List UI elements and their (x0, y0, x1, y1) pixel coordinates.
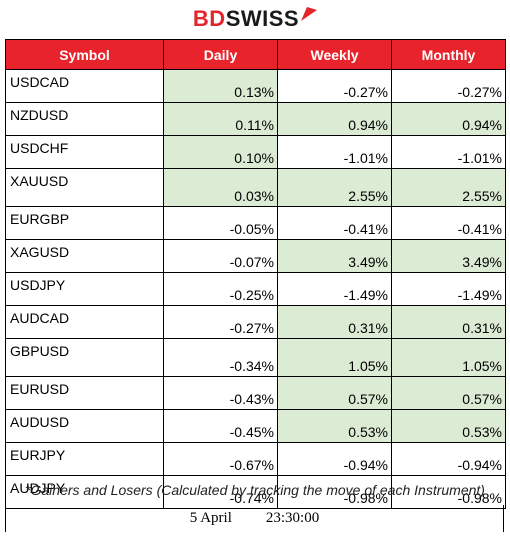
cell-daily: 0.11% (163, 102, 278, 136)
brand-name-part1: BD (192, 6, 226, 31)
cell-symbol: AUDUSD (5, 409, 164, 443)
performance-table: Symbol Daily Weekly Monthly USDCAD 0.13% -… (5, 39, 506, 509)
table-row: EURUSD -0.43% 0.57% 0.57% (5, 376, 506, 410)
cell-weekly: -1.01% (277, 135, 392, 169)
timestamp-date: 5 April (189, 510, 232, 526)
header-symbol: Symbol (5, 39, 164, 70)
cell-monthly: 2.55% (391, 168, 506, 207)
table-row: NZDUSD 0.11% 0.94% 0.94% (5, 102, 506, 136)
cell-symbol: EURGBP (5, 206, 164, 240)
cell-weekly: 0.31% (277, 305, 392, 339)
cell-symbol: AUDCAD (5, 305, 164, 339)
cell-weekly: 0.53% (277, 409, 392, 443)
timestamp-time: 23:30:00 (265, 510, 320, 526)
cell-monthly: -1.01% (391, 135, 506, 169)
table-row: USDCHF 0.10% -1.01% -1.01% (5, 135, 506, 169)
cell-daily: -0.27% (163, 305, 278, 339)
cell-weekly: 0.57% (277, 376, 392, 410)
cell-symbol: USDJPY (5, 272, 164, 306)
brand-flag-icon (301, 7, 318, 21)
timestamp-box: 5 April 23:30:00 (5, 505, 504, 532)
table-row: XAGUSD -0.07% 3.49% 3.49% (5, 239, 506, 273)
cell-symbol: USDCHF (5, 135, 164, 169)
cell-monthly: 1.05% (391, 338, 506, 377)
cell-daily: -0.74% (163, 475, 278, 509)
cell-monthly: 0.94% (391, 102, 506, 136)
cell-monthly: 0.31% (391, 305, 506, 339)
cell-monthly: -1.49% (391, 272, 506, 306)
cell-symbol: EURUSD (5, 376, 164, 410)
table-row: AUDUSD -0.45% 0.53% 0.53% (5, 409, 506, 443)
cell-symbol: AUDJPY (5, 475, 164, 509)
table-row: EURJPY -0.67% -0.94% -0.94% (5, 442, 506, 476)
cell-monthly: -0.94% (391, 442, 506, 476)
header-weekly: Weekly (277, 39, 392, 70)
cell-daily: -0.67% (163, 442, 278, 476)
cell-symbol: XAUUSD (5, 168, 164, 207)
cell-weekly: -0.27% (277, 69, 392, 103)
cell-symbol: XAGUSD (5, 239, 164, 273)
cell-daily: -0.05% (163, 206, 278, 240)
cell-daily: -0.34% (163, 338, 278, 377)
cell-weekly: 2.55% (277, 168, 392, 207)
header-monthly: Monthly (391, 39, 506, 70)
cell-monthly: -0.27% (391, 69, 506, 103)
cell-daily: 0.03% (163, 168, 278, 207)
cell-monthly: 0.57% (391, 376, 506, 410)
brand-logo: BDSWISS (0, 6, 510, 32)
table-row: USDCAD 0.13% -0.27% -0.27% (5, 69, 506, 103)
cell-weekly: -0.94% (277, 442, 392, 476)
cell-daily: -0.07% (163, 239, 278, 273)
cell-symbol: GBPUSD (5, 338, 164, 377)
cell-weekly: 1.05% (277, 338, 392, 377)
cell-weekly: 0.94% (277, 102, 392, 136)
cell-weekly: 3.49% (277, 239, 392, 273)
brand-name-part2: SWISS (225, 6, 300, 31)
table-row: AUDJPY -0.74% -0.98% -0.98% (5, 475, 506, 509)
cell-monthly: -0.41% (391, 206, 506, 240)
cell-daily: -0.25% (163, 272, 278, 306)
cell-symbol: USDCAD (5, 69, 164, 103)
table-header-row: Symbol Daily Weekly Monthly (5, 39, 506, 70)
cell-weekly: -0.41% (277, 206, 392, 240)
cell-symbol: NZDUSD (5, 102, 164, 136)
footnote: *Gainers and Losers (Calculated by track… (25, 482, 485, 498)
cell-monthly: 3.49% (391, 239, 506, 273)
cell-daily: -0.43% (163, 376, 278, 410)
table-row: USDJPY -0.25% -1.49% -1.49% (5, 272, 506, 306)
cell-daily: 0.10% (163, 135, 278, 169)
cell-daily: 0.13% (163, 69, 278, 103)
header-daily: Daily (163, 39, 278, 70)
cell-monthly: 0.53% (391, 409, 506, 443)
cell-monthly: -0.98% (391, 475, 506, 509)
table-row: GBPUSD -0.34% 1.05% 1.05% (5, 338, 506, 377)
table-row: EURGBP -0.05% -0.41% -0.41% (5, 206, 506, 240)
cell-weekly: -1.49% (277, 272, 392, 306)
cell-daily: -0.45% (163, 409, 278, 443)
cell-symbol: EURJPY (5, 442, 164, 476)
table-row: AUDCAD -0.27% 0.31% 0.31% (5, 305, 506, 339)
table-row: XAUUSD 0.03% 2.55% 2.55% (5, 168, 506, 207)
